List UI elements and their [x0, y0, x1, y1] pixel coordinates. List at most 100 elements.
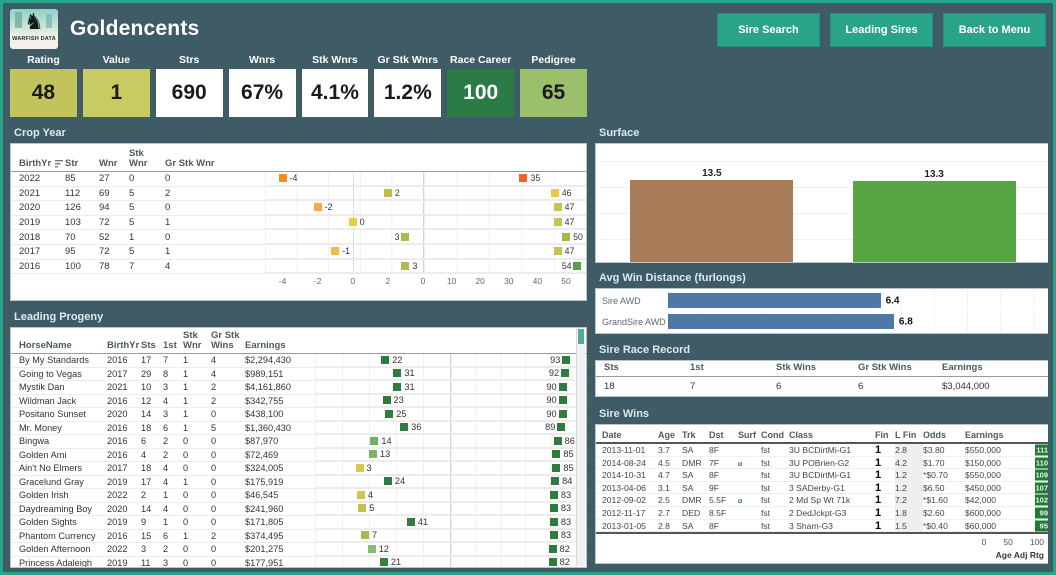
record-data-row[interactable]: 18 7 6 6 $3,044,000 100 [596, 377, 1048, 395]
chart-mark[interactable] [553, 203, 562, 212]
kpi-value-box[interactable]: 1.2% [374, 69, 442, 117]
kpi-value-box[interactable]: 100 [447, 69, 515, 117]
progeny-row[interactable]: Mystik Dan 2021 10 3 1 2 $4,161,860 31 90 [11, 381, 586, 395]
chart-mark[interactable] [549, 531, 558, 540]
progeny-scrollbar[interactable] [576, 329, 585, 566]
chart-mark[interactable] [551, 477, 560, 486]
chart-mark[interactable] [549, 504, 558, 513]
progeny-scrollbar-thumb[interactable] [578, 329, 584, 344]
chart-mark[interactable] [406, 517, 415, 526]
progeny-row[interactable]: Golden Irish 2022 2 1 0 0 $46,545 4 83 [11, 489, 586, 503]
chart-mark[interactable] [548, 544, 557, 553]
chart-mark[interactable] [383, 477, 392, 486]
chart-mark[interactable] [548, 558, 557, 567]
sort-desc-icon[interactable] [55, 160, 64, 168]
sire-search-button[interactable]: Sire Search [717, 13, 820, 47]
chart-mark[interactable] [382, 396, 391, 405]
awd-bar[interactable] [668, 293, 881, 308]
progeny-row[interactable]: Bingwa 2016 6 2 0 0 $87,970 14 86 [11, 435, 586, 449]
chart-mark[interactable] [552, 450, 561, 459]
chart-mark[interactable] [561, 369, 570, 378]
chart-mark[interactable] [558, 409, 567, 418]
progeny-row[interactable]: Going to Vegas 2017 29 8 1 4 $989,151 31 92 [11, 367, 586, 381]
win-rating-mark[interactable]: 109 [1035, 469, 1048, 481]
chart-mark[interactable] [358, 504, 367, 513]
chart-mark[interactable] [383, 188, 392, 197]
surface-bar-siredirt[interactable]: 13.5 [630, 168, 794, 262]
progeny-row[interactable]: Ain't No Elmers 2017 18 4 0 0 $324,005 3 85 [11, 462, 586, 476]
crop-year-row[interactable]: 2021 112 69 5 2 2 46 [11, 186, 586, 202]
chart-mark[interactable] [367, 544, 376, 553]
chart-mark[interactable] [355, 463, 364, 472]
progeny-row[interactable]: Golden Sights 2019 9 1 0 0 $171,805 41 83 [11, 516, 586, 530]
chart-mark[interactable] [370, 436, 379, 445]
chart-mark[interactable] [360, 531, 369, 540]
awd-bar[interactable] [668, 314, 894, 329]
progeny-row[interactable]: Mr. Money 2016 18 6 1 5 $1,360,430 36 89 [11, 421, 586, 435]
chart-mark[interactable] [348, 218, 357, 227]
leading-sires-button[interactable]: Leading Sires [830, 13, 933, 47]
progeny-row[interactable]: By My Standards 2016 17 7 1 4 $2,294,430 22 93 [11, 354, 586, 368]
progeny-row[interactable]: Positano Sunset 2020 14 3 1 0 $438,100 25 90 [11, 408, 586, 422]
crop-year-row[interactable]: 2019 103 72 5 1 0 47 [11, 215, 586, 231]
progeny-row[interactable]: Princess Adaleigh 2019 11 3 0 0 $177,951 21 82 [11, 556, 586, 567]
win-rating-mark[interactable]: 110 [1035, 457, 1048, 469]
sire-win-row[interactable]: 2014-10-31 4.7 SA 8F fst 3U BCDirtMi-G1 1 1.2 *$… [596, 469, 1048, 482]
chart-mark[interactable] [356, 490, 365, 499]
kpi-value-box[interactable]: 48 [10, 69, 77, 117]
chart-mark[interactable] [549, 490, 558, 499]
chart-mark[interactable] [553, 436, 562, 445]
chart-mark[interactable] [553, 218, 562, 227]
kpi-value-box[interactable]: 4.1% [301, 69, 369, 117]
sire-win-row[interactable]: 2012-09-02 2.5 DMR 5.5F a fst 2 Md Sp Wt 71k 1 7… [596, 494, 1048, 507]
chart-mark[interactable] [562, 232, 571, 241]
sire-win-row[interactable]: 2013-04-06 3.1 SA 9F fst 3 SADerby-G1 1 1.2 $6.5… [596, 481, 1048, 495]
sire-win-row[interactable]: 2014-08-24 4.5 DMR 7F a fst 3U POBrien-G2 1 4.2 $… [596, 456, 1048, 470]
crop-year-row[interactable]: 2017 95 72 5 1 -1 47 [11, 244, 586, 260]
kpi-value-box[interactable]: 65 [520, 69, 587, 117]
chart-mark[interactable] [553, 247, 562, 256]
chart-mark[interactable] [519, 174, 528, 183]
kpi-value-box[interactable]: 690 [155, 69, 223, 117]
progeny-row[interactable]: Gracelund Gray 2019 17 4 1 0 $175,919 24 84 [11, 475, 586, 489]
chart-mark[interactable] [331, 247, 340, 256]
chart-mark[interactable] [393, 369, 402, 378]
progeny-row[interactable]: Golden Ami 2016 4 2 0 0 $72,469 13 85 [11, 448, 586, 462]
chart-mark[interactable] [573, 261, 582, 270]
surface-bar-sireturf[interactable]: 13.3 [852, 169, 1016, 262]
sire-win-row[interactable]: 2013-01-05 2.8 SA 8F fst 3 Sham-G3 1 1.5 *$0.40 $… [596, 519, 1048, 533]
win-rating-mark[interactable]: 99 [1035, 507, 1048, 519]
win-rating-mark[interactable]: 107 [1035, 482, 1048, 494]
chart-mark[interactable] [369, 450, 378, 459]
win-rating-mark[interactable]: 102 [1035, 494, 1048, 506]
crop-year-row[interactable]: 2016 100 78 7 4 3 54 [11, 259, 586, 275]
sire-win-row[interactable]: 2012-11-17 2.7 DED 8.5F fst 2 DedJckpt-G3 1 1.8… [596, 506, 1048, 520]
chart-mark[interactable] [401, 261, 410, 270]
kpi-value-box[interactable]: 67% [228, 69, 296, 117]
chart-mark[interactable] [401, 232, 410, 241]
chart-mark[interactable] [400, 423, 409, 432]
chart-mark[interactable] [393, 382, 402, 391]
progeny-row[interactable]: Phantom Currency 2016 15 6 1 2 $374,495 7 83 [11, 529, 586, 543]
crop-year-row[interactable]: 2018 70 52 1 0 3 50 [11, 230, 586, 245]
chart-mark[interactable] [562, 355, 571, 364]
chart-mark[interactable] [385, 409, 394, 418]
kpi-value-box[interactable]: 1 [82, 69, 150, 117]
win-rating-mark[interactable]: 95 [1035, 520, 1048, 532]
chart-mark[interactable] [550, 188, 559, 197]
chart-mark[interactable] [558, 382, 567, 391]
win-rating-mark[interactable]: 111 [1035, 444, 1048, 456]
chart-mark[interactable] [379, 558, 388, 567]
chart-mark[interactable] [549, 517, 558, 526]
chart-mark[interactable] [557, 423, 566, 432]
chart-mark[interactable] [381, 355, 390, 364]
crop-year-row[interactable]: 2022 85 27 0 0 -4 35 [11, 172, 586, 187]
chart-mark[interactable] [278, 174, 287, 183]
chart-mark[interactable] [558, 396, 567, 405]
chart-mark[interactable] [552, 463, 561, 472]
progeny-row[interactable]: Daydreaming Boy 2020 14 4 0 0 $241,960 5 83 [11, 502, 586, 516]
progeny-row[interactable]: Wildman Jack 2016 12 4 1 2 $342,755 23 90 [11, 394, 586, 408]
crop-year-row[interactable]: 2020 126 94 5 0 -2 47 [11, 201, 586, 216]
back-to-menu-button[interactable]: Back to Menu [943, 13, 1046, 47]
chart-mark[interactable] [313, 203, 322, 212]
